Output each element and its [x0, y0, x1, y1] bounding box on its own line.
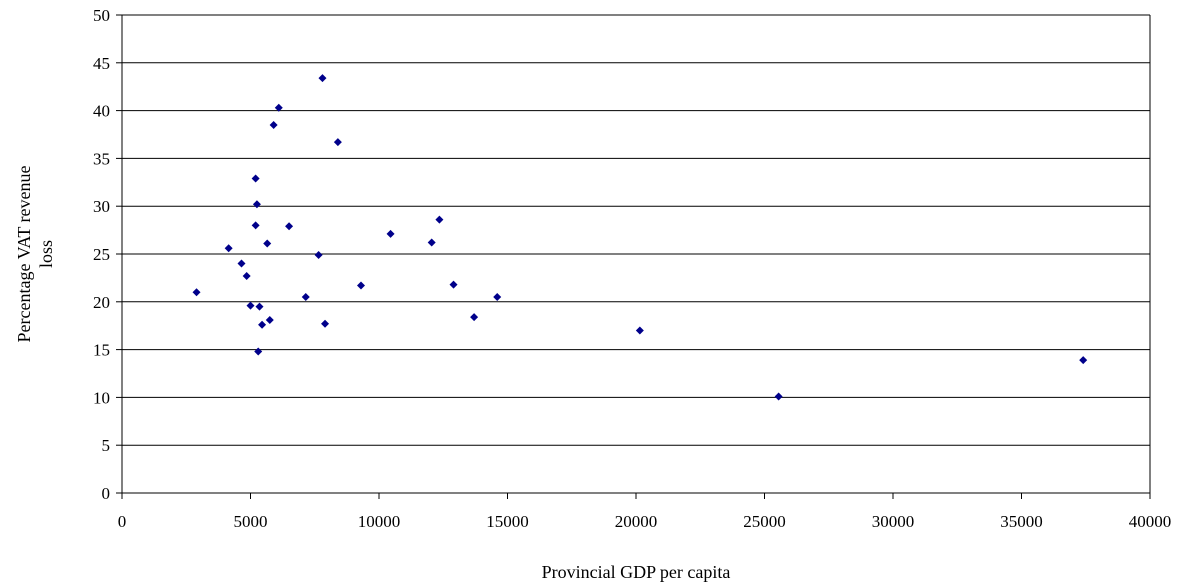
y-axis-title-line: Percentage VAT revenue [14, 166, 34, 343]
data-point [314, 250, 323, 259]
data-point [265, 315, 274, 324]
data-point [635, 326, 644, 335]
data-point [321, 319, 330, 328]
data-point [251, 174, 260, 183]
y-tick-label: 35 [93, 149, 110, 168]
data-point [255, 302, 264, 311]
data-point [1079, 356, 1088, 365]
x-tick-labels: 0 5000 10000 15000 20000 25000 30000 35000 40000 [118, 512, 1172, 531]
data-point [318, 74, 327, 83]
data-point [252, 200, 261, 209]
data-point [333, 138, 342, 147]
y-axis-title: Percentage VAT revenue loss [14, 166, 56, 343]
x-tick-label: 20000 [615, 512, 658, 531]
data-point [258, 320, 267, 329]
y-axis-title-line: loss [36, 240, 56, 268]
y-tick-label: 10 [93, 388, 110, 407]
data-point [246, 301, 255, 310]
y-tick-label: 50 [93, 6, 110, 25]
x-axis-title: Provincial GDP per capita [542, 562, 731, 582]
data-point [254, 347, 263, 356]
y-tick-label: 30 [93, 197, 110, 216]
y-tick-label: 20 [93, 293, 110, 312]
y-tick-label: 25 [93, 245, 110, 264]
data-point [301, 293, 310, 302]
data-point [449, 280, 458, 289]
gridlines [116, 14, 1150, 494]
data-point [357, 281, 366, 290]
data-point [493, 293, 502, 302]
data-point [285, 222, 294, 231]
data-point [274, 103, 283, 112]
x-tick-label: 5000 [234, 512, 268, 531]
y-tick-label: 5 [102, 436, 111, 455]
x-tick-label: 15000 [486, 512, 529, 531]
data-point [242, 271, 251, 280]
x-tick-label: 10000 [358, 512, 401, 531]
y-tick-label: 40 [93, 102, 110, 121]
data-point [470, 313, 479, 322]
x-tick-label: 0 [118, 512, 127, 531]
data-point [251, 221, 260, 230]
data-point [269, 120, 278, 129]
axes [121, 15, 1151, 499]
data-point [224, 244, 233, 253]
data-point [192, 288, 201, 297]
y-tick-label: 45 [93, 54, 110, 73]
x-tick-label: 40000 [1129, 512, 1172, 531]
x-tick-label: 30000 [872, 512, 915, 531]
x-tick-label: 35000 [1000, 512, 1043, 531]
y-tick-label: 0 [102, 484, 111, 503]
data-point [237, 259, 246, 268]
x-tick-label: 25000 [743, 512, 786, 531]
data-point [263, 239, 272, 248]
data-point [386, 229, 395, 238]
y-tick-labels: 0 5 10 15 20 25 30 35 40 45 50 [93, 6, 110, 503]
data-points [192, 74, 1088, 401]
data-point [774, 392, 783, 401]
y-tick-label: 15 [93, 341, 110, 360]
data-point [435, 215, 444, 224]
data-point [427, 238, 436, 247]
